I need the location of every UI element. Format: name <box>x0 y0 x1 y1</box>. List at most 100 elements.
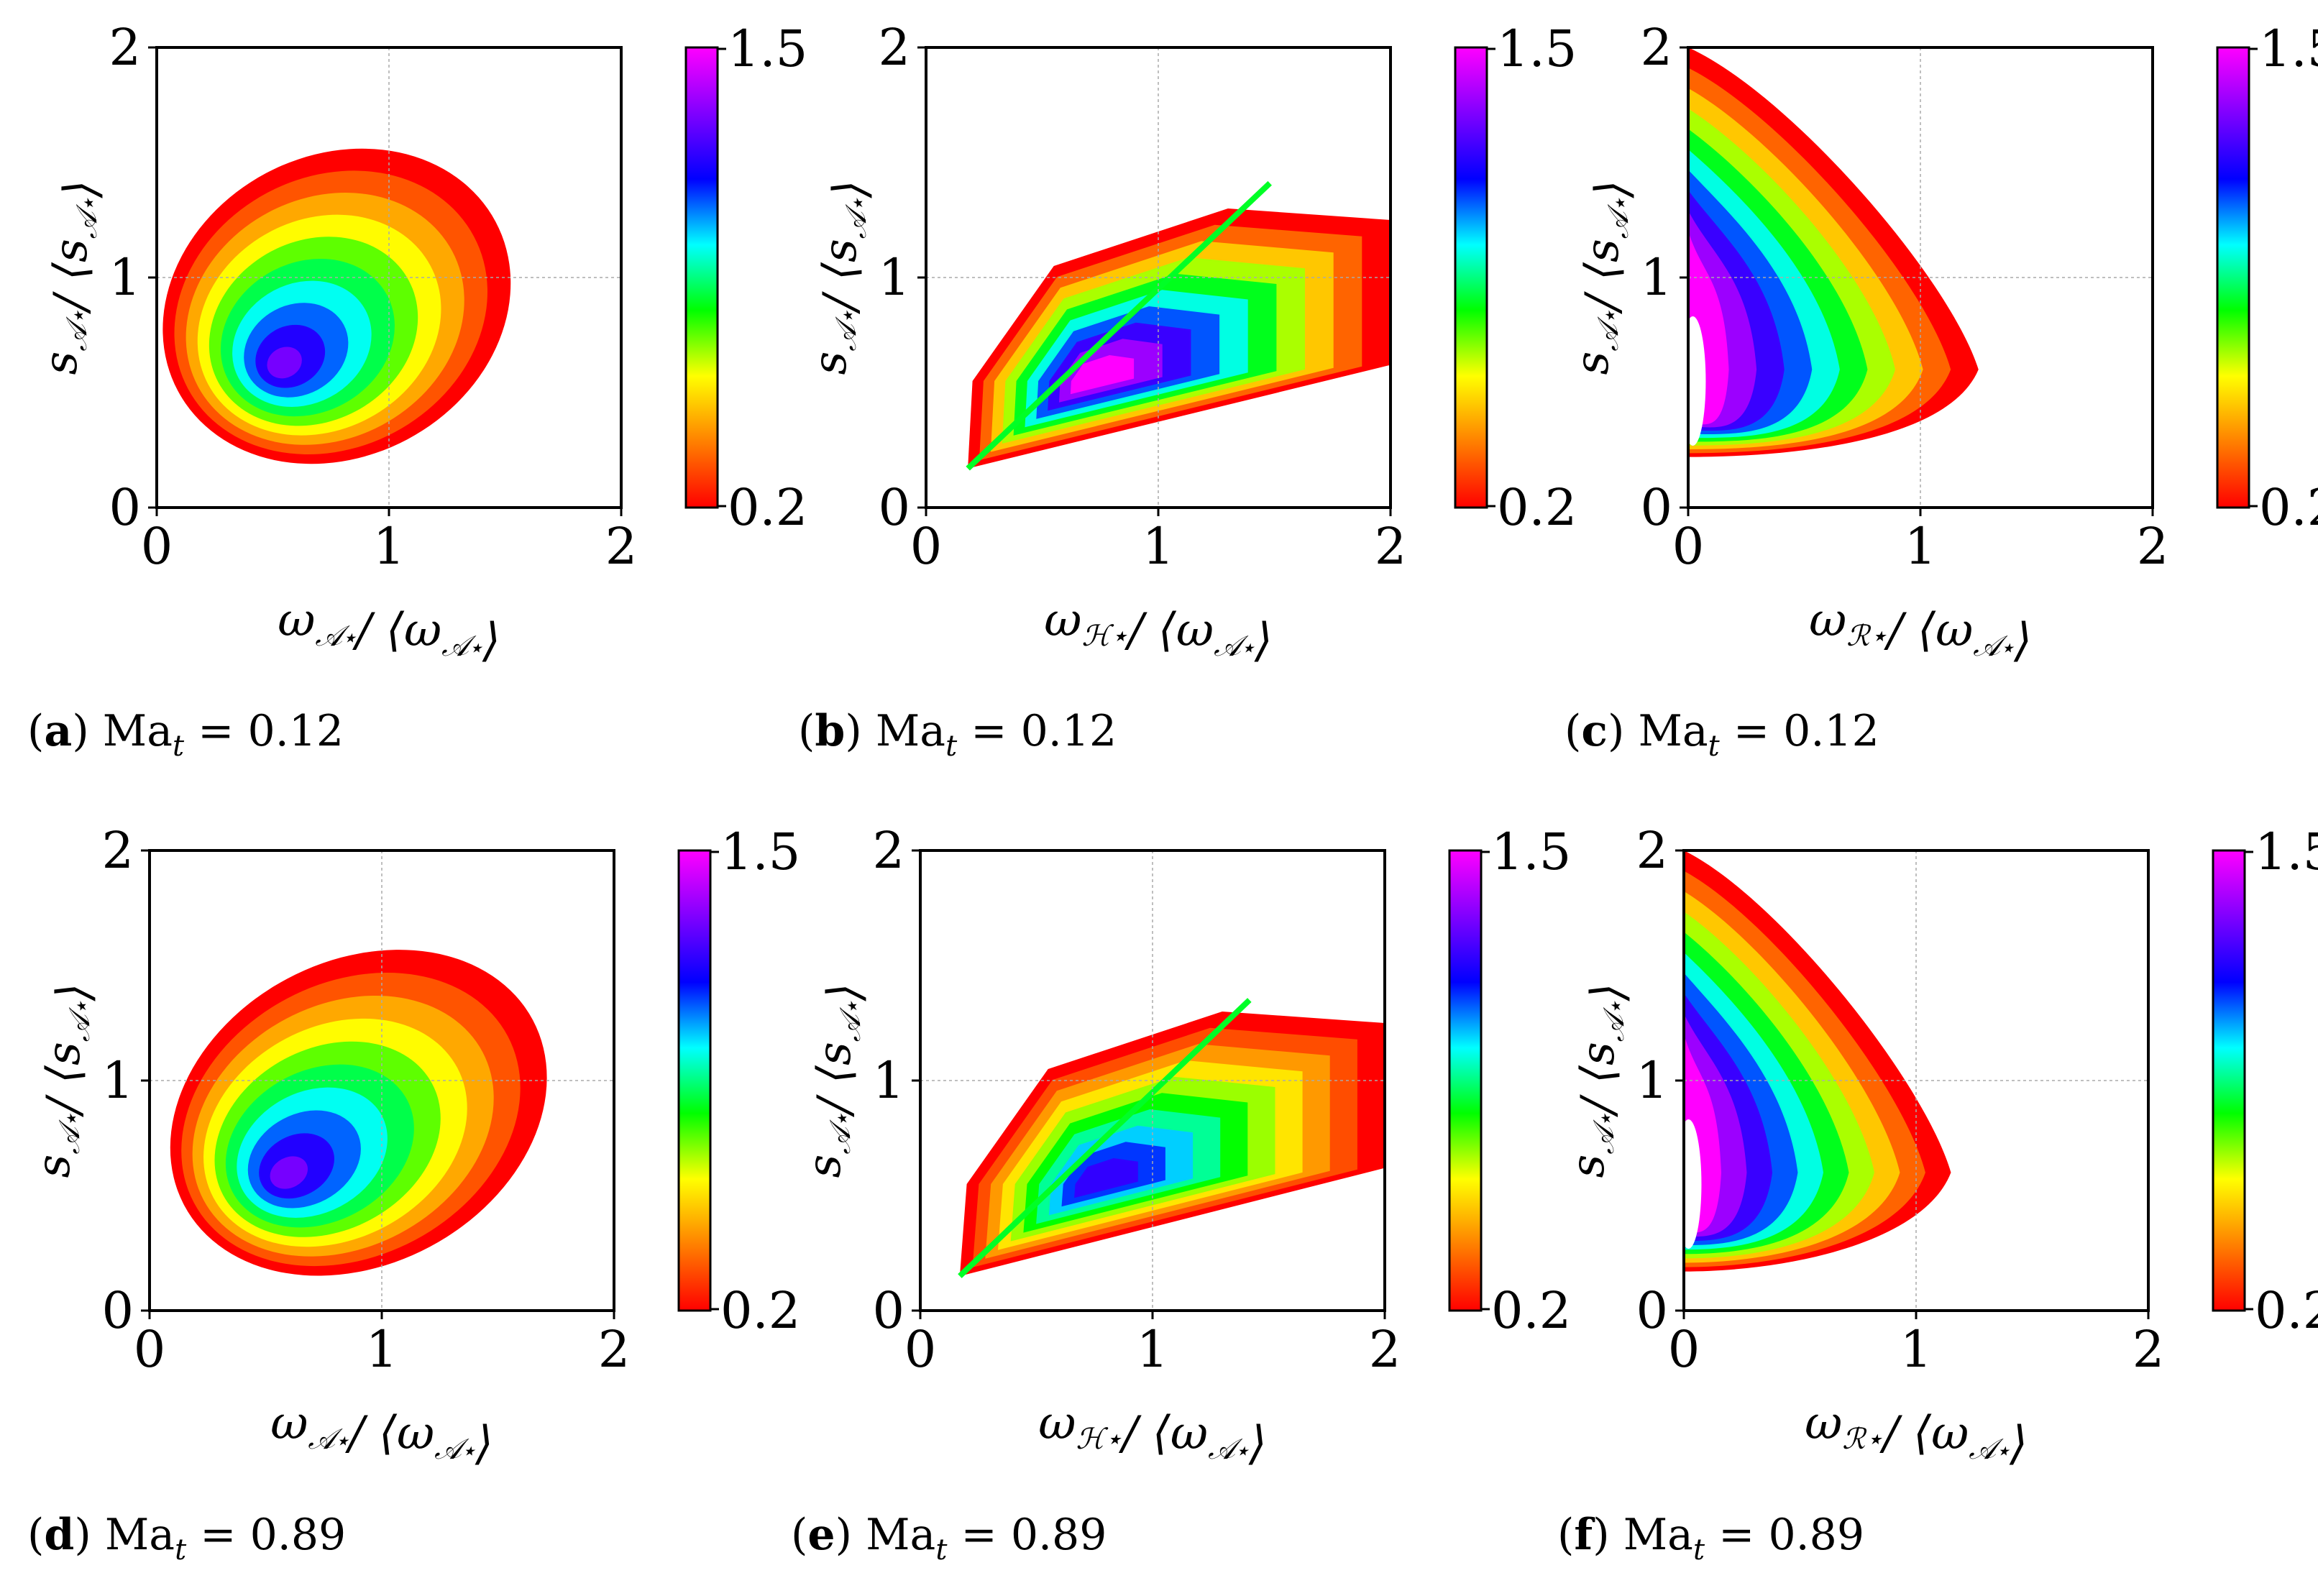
colorbar <box>2212 849 2246 1312</box>
y-axis-label: s𝒜⋆/ ⟨s𝒜⋆⟩ <box>1566 180 1639 375</box>
y-tick-label: 0 <box>1636 1281 1668 1340</box>
x-tick-label: 2 <box>605 517 638 576</box>
x-axis-label: ωℋ⋆/ ⟨ω𝒜⋆⟩ <box>1038 1397 1266 1470</box>
density-level <box>1070 355 1135 395</box>
colorbar <box>1448 849 1483 1312</box>
colorbar-min-label: 0.2 <box>2255 1281 2318 1340</box>
caption-a: (a) Mat = 0.12 <box>27 706 344 763</box>
x-axis-label: ωℋ⋆/ ⟨ω𝒜⋆⟩ <box>1044 594 1272 667</box>
colorbar-max-label: 1.5 <box>2255 822 2318 881</box>
x-tick-label: 1 <box>1142 517 1175 576</box>
caption-d: (d) Mat = 0.89 <box>27 1510 347 1567</box>
y-tick-label: 1 <box>1636 1051 1668 1110</box>
caption-relation: = <box>186 1510 250 1560</box>
y-tick-label: 1 <box>1640 248 1672 307</box>
y-tick-label: 1 <box>101 1051 134 1110</box>
x-tick-label: 1 <box>1905 517 1937 576</box>
y-tick-label: 2 <box>878 18 910 77</box>
x-tick-label: 1 <box>373 517 406 576</box>
x-tick-label: 1 <box>366 1320 398 1379</box>
caption-letter: f <box>1574 1510 1593 1560</box>
ridge-line <box>958 998 1252 1278</box>
x-tick-label: 2 <box>598 1320 631 1379</box>
x-tick-label: 0 <box>134 1320 166 1379</box>
y-tick-label: 2 <box>872 821 904 880</box>
caption-value: 0.89 <box>1010 1510 1107 1560</box>
colorbar-max-label: 1.5 <box>1497 19 1577 78</box>
caption-relation: = <box>947 1510 1011 1560</box>
y-tick-label: 2 <box>1636 821 1668 880</box>
x-tick-label: 2 <box>2137 517 2169 576</box>
x-tick-label: 0 <box>904 1320 937 1379</box>
caption-relation: = <box>184 706 248 756</box>
y-axis-label: s𝒜⋆/ ⟨s𝒜⋆⟩ <box>804 180 877 375</box>
x-tick-label: 2 <box>1369 1320 1401 1379</box>
caption-quantity: Ma <box>102 706 173 756</box>
ridge-line <box>966 180 1272 471</box>
colorbar-min-label: 0.2 <box>1491 1281 1571 1340</box>
panel-c: 0 1 2 0 1 2 ωℛ⋆/ ⟨ω𝒜⋆⟩ s𝒜⋆/ ⟨s𝒜⋆⟩ 1.5 0.2 <box>1566 18 2318 667</box>
colorbar-max-label: 1.5 <box>720 822 800 881</box>
x-tick-label: 0 <box>910 517 943 576</box>
caption-subscript: t <box>175 1533 187 1567</box>
panel-d: 0 1 2 0 1 2 ω𝒜⋆/ ⟨ω𝒜⋆⟩ s𝒜⋆/ ⟨s𝒜⋆⟩ 1.5 0.2 <box>27 821 800 1470</box>
x-axis-label: ωℛ⋆/ ⟨ω𝒜⋆⟩ <box>1805 1397 2028 1470</box>
y-tick-label: 2 <box>1640 18 1672 77</box>
heatmap-c <box>1688 47 1979 457</box>
y-tick-label: 0 <box>109 478 141 537</box>
caption-value: 0.89 <box>249 1510 347 1560</box>
y-tick-label: 0 <box>878 478 910 537</box>
caption-subscript: t <box>1692 1533 1705 1567</box>
colorbar-min-label: 0.2 <box>2259 478 2318 537</box>
colorbar-min-label: 0.2 <box>720 1281 800 1340</box>
panel-a: 0 1 2 0 1 2 ω𝒜⋆/ ⟨ω𝒜⋆⟩ s𝒜⋆/ ⟨s𝒜⋆⟩ 1.5 0.2 <box>35 18 807 667</box>
colorbar-min-label: 0.2 <box>1497 478 1577 537</box>
caption-letter: e <box>807 1510 835 1560</box>
heatmap-f <box>1684 850 1951 1272</box>
y-tick-label: 1 <box>872 1051 904 1110</box>
colorbar-min-label: 0.2 <box>728 478 807 537</box>
x-tick-label: 0 <box>1668 1320 1700 1379</box>
y-tick-label: 0 <box>101 1281 134 1340</box>
caption-quantity: Ma <box>1623 1510 1693 1560</box>
x-tick-label: 0 <box>141 517 173 576</box>
y-tick-label: 1 <box>878 248 910 307</box>
density-level <box>267 347 302 379</box>
density-level <box>1074 1158 1138 1198</box>
heatmap-d <box>170 950 547 1276</box>
density-core <box>1688 316 1706 446</box>
caption-subscript: t <box>173 730 185 763</box>
x-axis-label: ω𝒜⋆/ ⟨ω𝒜⋆⟩ <box>270 1397 493 1470</box>
x-tick-label: 2 <box>2133 1320 2165 1379</box>
x-tick-label: 2 <box>1375 517 1407 576</box>
caption-quantity: Ma <box>1638 706 1708 756</box>
colorbar-max-label: 1.5 <box>728 19 807 78</box>
colorbar <box>1454 46 1488 509</box>
caption-subscript: t <box>935 1533 948 1567</box>
caption-value: 0.89 <box>1768 1510 1865 1560</box>
caption-letter: b <box>815 706 846 756</box>
y-tick-label: 2 <box>109 18 141 77</box>
caption-relation: = <box>1719 706 1784 756</box>
y-tick-label: 0 <box>872 1281 904 1340</box>
caption-quantity: Ma <box>104 1510 175 1560</box>
caption-letter: c <box>1581 706 1608 756</box>
caption-c: (c) Mat = 0.12 <box>1565 706 1879 763</box>
caption-b: (b) Mat = 0.12 <box>798 706 1117 763</box>
panel-b: 0 1 2 0 1 2 ωℋ⋆/ ⟨ω𝒜⋆⟩ s𝒜⋆/ ⟨s𝒜⋆⟩ 1.5 0.2 <box>804 18 1577 667</box>
caption-relation: = <box>957 706 1021 756</box>
caption-subscript: t <box>1708 730 1720 763</box>
panel-e: 0 1 2 0 1 2 ωℋ⋆/ ⟨ω𝒜⋆⟩ s𝒜⋆/ ⟨s𝒜⋆⟩ 1.5 0.2 <box>798 821 1571 1470</box>
caption-f: (f) Mat = 0.89 <box>1557 1510 1865 1567</box>
colorbar-max-label: 1.5 <box>2259 19 2318 78</box>
heatmap-a <box>162 148 511 464</box>
y-axis-label: s𝒜⋆/ ⟨s𝒜⋆⟩ <box>1562 983 1635 1178</box>
y-axis-label: s𝒜⋆/ ⟨s𝒜⋆⟩ <box>35 180 108 375</box>
x-axis-label: ωℛ⋆/ ⟨ω𝒜⋆⟩ <box>1809 594 2032 667</box>
y-axis-label: s𝒜⋆/ ⟨s𝒜⋆⟩ <box>798 983 871 1178</box>
y-axis-label: s𝒜⋆/ ⟨s𝒜⋆⟩ <box>27 983 101 1178</box>
y-tick-label: 1 <box>109 248 141 307</box>
caption-quantity: Ma <box>875 706 946 756</box>
